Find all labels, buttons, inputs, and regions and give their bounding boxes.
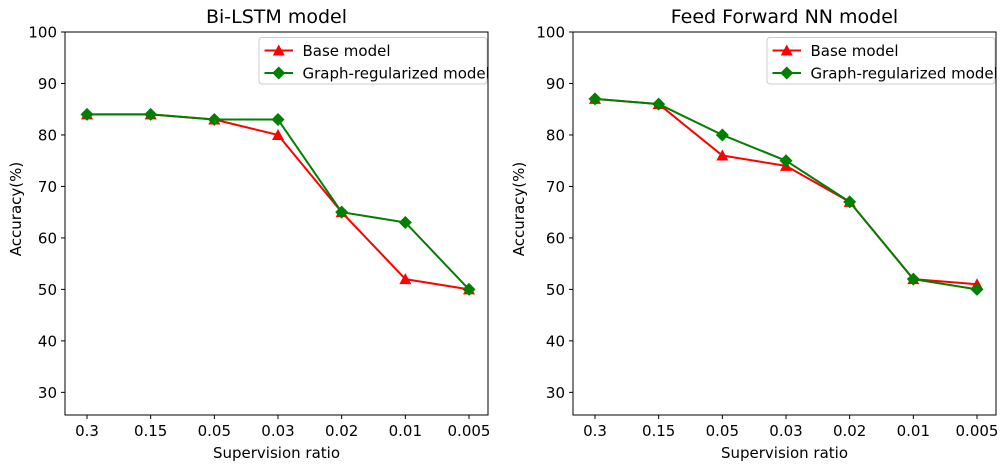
y-tick-label: 80 [546,126,565,144]
legend-box: Base model Graph-regularized model [766,37,998,85]
subplot-ffnn: 100 90 80 70 60 50 40 30 0.3 0.15 0.05 0.03 0.02 0.01… [510,6,998,462]
y-tick-label: 40 [546,332,565,350]
y-tick-label: 90 [38,75,57,93]
legend-entry: Graph-regularized model [264,64,490,82]
y-tick-label: 70 [546,178,565,196]
x-tick-label: 0.005 [956,422,999,440]
subplot-title: Feed Forward NN model [671,6,898,28]
subplot-bilstm: 100 90 80 70 60 50 40 30 0.3 0.15 0.05 0.03 0.02 0.01… [7,6,490,462]
diamond-marker-icon [271,113,285,127]
x-tick-label: 0.03 [261,422,294,440]
diamond-marker-icon [335,205,349,219]
series-line-graph-regularized [87,113,470,291]
triangle-up-marker-icon [272,128,284,140]
legend-entry: Base model [772,42,899,60]
x-tick-label: 0.05 [706,422,739,440]
x-tick-label: 0.05 [198,422,231,440]
diamond-marker-icon [779,154,793,168]
diamond-marker-icon [144,107,158,121]
series-line-graph-regularized [594,97,978,291]
y-axis-label: Accuracy(%) [510,162,528,256]
diamond-marker-icon [207,113,221,127]
x-axis-label: Supervision ratio [213,444,340,462]
subplot-title: Bi-LSTM model [206,6,347,28]
diamond-marker-icon [715,128,729,142]
diamond-marker-icon [652,97,666,111]
legend-entry: Graph-regularized model [772,64,998,82]
y-tick-label: 100 [28,24,57,42]
y-tick-label: 50 [38,281,57,299]
x-tick-label: 0.01 [389,422,422,440]
x-tick-label: 0.01 [897,422,930,440]
x-tick-label: 0.3 [75,422,99,440]
x-axis-label: Supervision ratio [721,444,848,462]
y-tick-label: 40 [38,332,57,350]
y-tick-label: 70 [38,178,57,196]
legend-label: Base model [303,42,391,60]
diamond-marker-icon [272,66,286,80]
legend-box: Base model Graph-regularized model [258,37,490,85]
legend-label: Base model [811,42,899,60]
diamond-marker-icon [780,66,794,80]
y-tick-label: 80 [38,126,57,144]
y-tick-label: 90 [546,75,565,93]
axes-frame [572,31,997,416]
y-tick-label: 30 [38,384,57,402]
triangle-up-marker-icon [716,149,729,161]
diamond-marker-icon [906,272,920,286]
y-axis-label: Accuracy(%) [7,162,25,256]
series-line-base-model [594,97,978,286]
y-tick-label: 50 [546,281,565,299]
legend-frame [766,37,996,85]
x-tick-label: 0.3 [583,422,607,440]
series-line-base-model [87,113,470,291]
diamond-marker-icon [588,92,602,106]
x-tick-label: 0.02 [833,422,866,440]
y-tick-label: 100 [536,24,565,42]
diamond-marker-icon [462,282,476,296]
triangle-up-marker-icon [780,44,793,56]
x-tick-label: 0.03 [769,422,802,440]
x-tick-label: 0.005 [448,422,491,440]
triangle-up-marker-icon [272,44,285,56]
x-tick-label: 0.02 [325,422,358,440]
x-tick-label: 0.15 [134,422,167,440]
diamond-marker-icon [80,107,94,121]
y-tick-label: 60 [546,229,565,247]
legend-label: Graph-regularized model [811,64,998,82]
axes-frame [64,31,489,416]
legend-frame [258,37,488,85]
legend-label: Graph-regularized model [303,64,490,82]
y-tick-label: 30 [546,384,565,402]
y-tick-label: 60 [38,229,57,247]
triangle-up-marker-icon [399,273,412,285]
diamond-marker-icon [398,215,412,229]
diamond-marker-icon [843,195,857,209]
diamond-marker-icon [970,282,984,296]
x-tick-label: 0.15 [642,422,675,440]
legend-entry: Base model [264,42,391,60]
